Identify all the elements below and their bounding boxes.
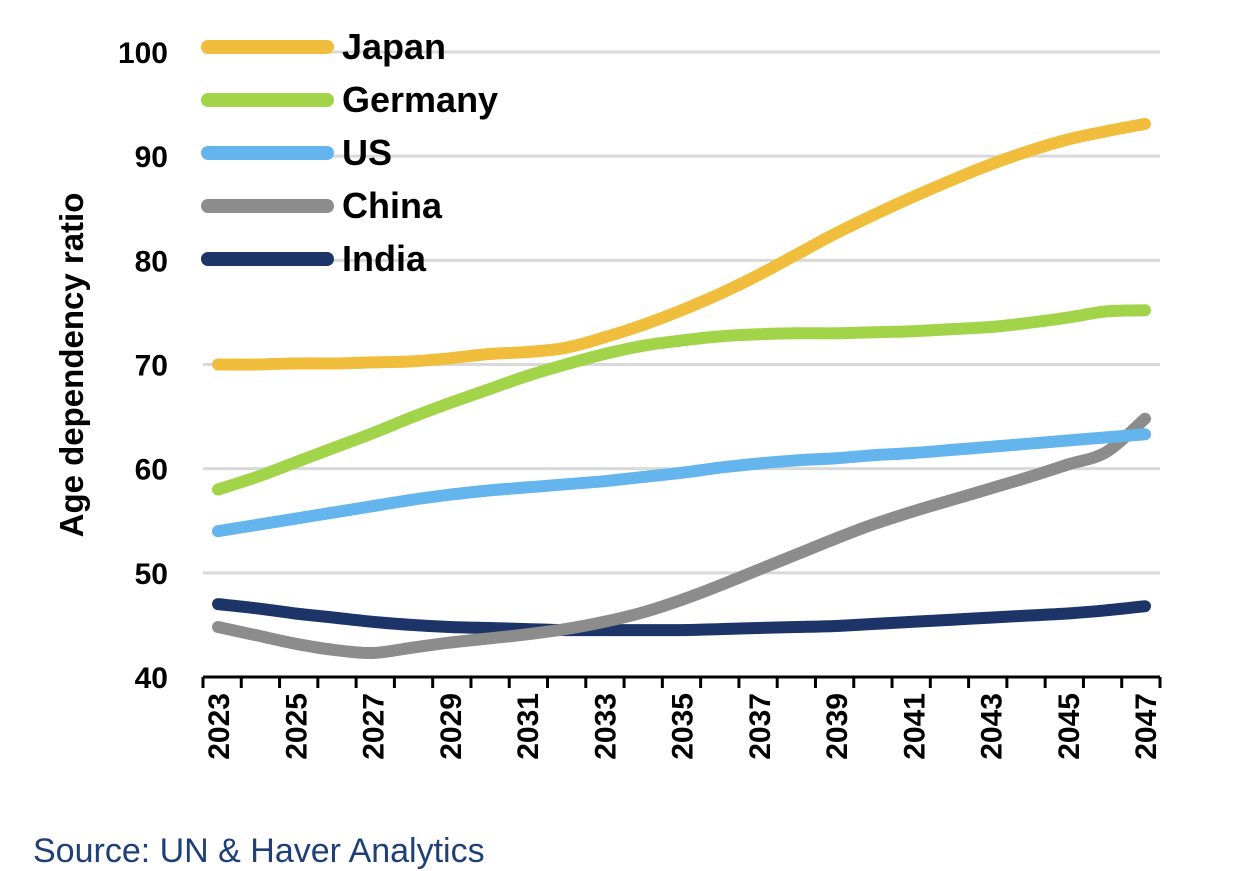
series-line-china <box>212 412 1151 660</box>
y-tick-label: 90 <box>135 141 168 174</box>
legend-label-japan: Japan <box>342 26 446 67</box>
y-axis-title: Age dependency ratio <box>53 193 90 538</box>
series-line-japan <box>212 117 1151 371</box>
x-tick-label: 2035 <box>667 693 700 760</box>
y-tick-label: 80 <box>135 245 168 278</box>
x-tick-label: 2037 <box>744 693 777 760</box>
source-note: Source: UN & Haver Analytics <box>33 832 485 870</box>
legend: Japan Germany US China India <box>201 26 498 279</box>
x-tick-label: 2029 <box>435 693 468 760</box>
legend-label-india: India <box>342 238 427 279</box>
series-line-india <box>212 598 1151 637</box>
series-line-us <box>212 428 1151 538</box>
x-tick-label: 2047 <box>1130 693 1163 760</box>
series-line-germany <box>212 304 1151 496</box>
x-tick-label: 2023 <box>203 693 236 760</box>
x-tick-label: 2027 <box>358 693 391 760</box>
x-tick-label: 2039 <box>821 693 854 760</box>
y-tick-label: 70 <box>135 350 168 383</box>
x-tick-label: 2041 <box>898 693 931 760</box>
y-tick-label: 100 <box>118 37 168 70</box>
x-tick-label: 2031 <box>512 693 545 760</box>
legend-label-germany: Germany <box>342 79 498 120</box>
y-tick-label: 40 <box>135 662 168 695</box>
x-axis: 2023 2025 2027 2029 2031 2033 2035 2037 2039 2041… <box>201 675 1163 760</box>
x-tick-label: 2025 <box>280 693 313 760</box>
x-tick-label: 2045 <box>1053 693 1086 760</box>
y-axis-ticks: 40 50 60 70 80 90 100 <box>118 37 168 695</box>
legend-label-china: China <box>342 185 443 226</box>
series-lines <box>212 117 1151 660</box>
y-tick-label: 50 <box>135 558 168 591</box>
x-tick-label: 2033 <box>589 693 622 760</box>
x-tick-label: 2043 <box>976 693 1009 760</box>
y-tick-label: 60 <box>135 454 168 487</box>
legend-label-us: US <box>342 132 392 173</box>
